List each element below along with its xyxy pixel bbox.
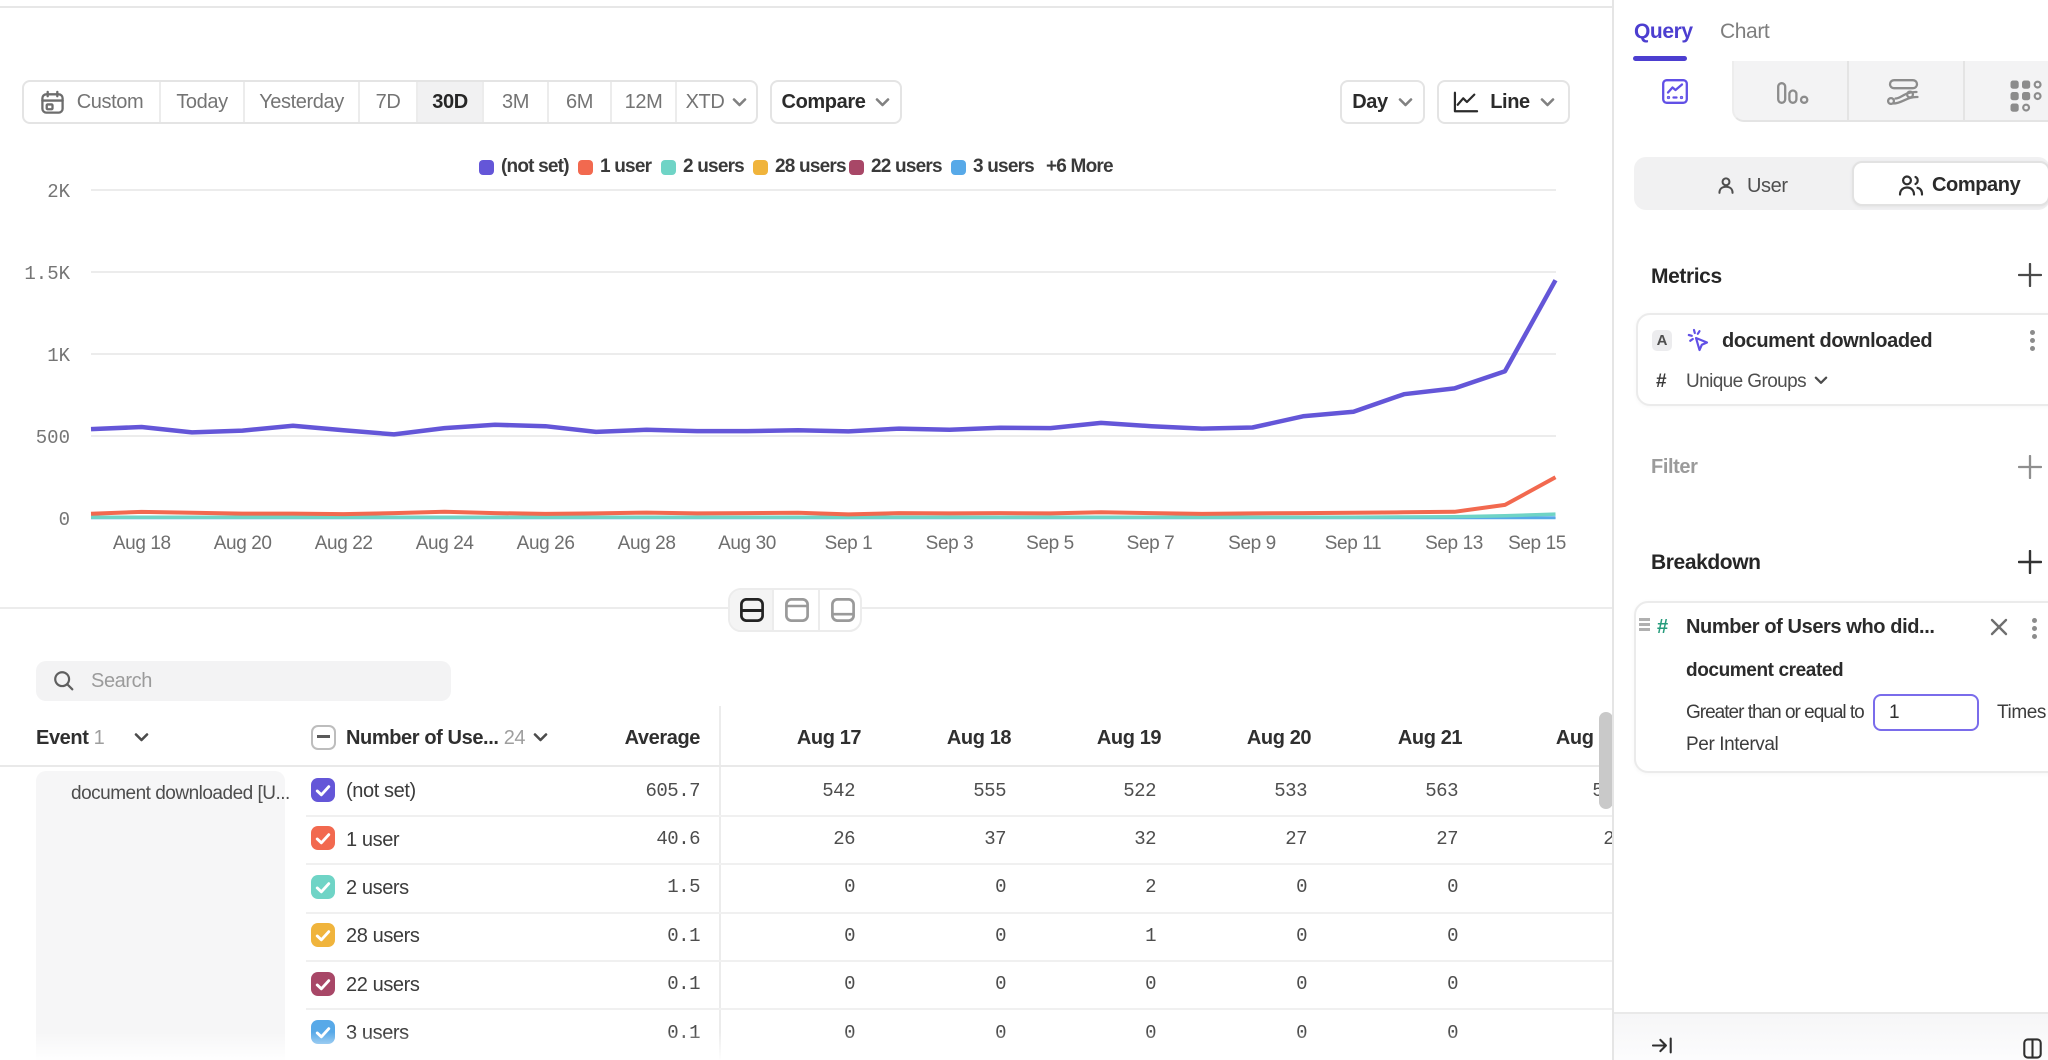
svg-text:Sep 3: Sep 3 — [926, 533, 974, 554]
svg-text:Sep 9: Sep 9 — [1228, 533, 1276, 554]
svg-text:0: 0 — [59, 509, 70, 531]
svg-text:Sep 13: Sep 13 — [1425, 533, 1483, 554]
svg-text:Aug 28: Aug 28 — [618, 533, 676, 554]
svg-text:Aug 30: Aug 30 — [718, 533, 776, 554]
svg-text:2K: 2K — [47, 181, 70, 203]
svg-text:Aug 18: Aug 18 — [113, 533, 171, 554]
svg-text:Sep 7: Sep 7 — [1127, 533, 1175, 554]
svg-text:1.5K: 1.5K — [24, 263, 70, 285]
svg-text:Aug 26: Aug 26 — [517, 533, 575, 554]
svg-text:Sep 5: Sep 5 — [1026, 533, 1074, 554]
svg-text:500: 500 — [36, 427, 70, 449]
svg-text:1K: 1K — [47, 345, 70, 367]
svg-text:Sep 11: Sep 11 — [1325, 533, 1381, 554]
svg-text:Aug 20: Aug 20 — [214, 533, 272, 554]
svg-text:Sep 15: Sep 15 — [1508, 533, 1566, 554]
svg-text:Aug 24: Aug 24 — [416, 533, 475, 554]
svg-text:Sep 1: Sep 1 — [825, 533, 873, 554]
svg-text:Aug 22: Aug 22 — [315, 533, 373, 554]
